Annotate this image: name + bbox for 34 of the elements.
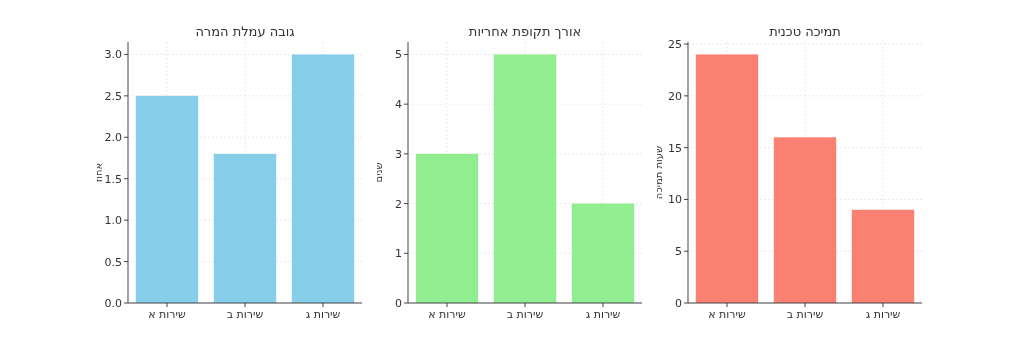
y-tick-label: 3 xyxy=(395,147,402,161)
y-tick-label: 0 xyxy=(395,297,402,310)
y-axis-title: שנים xyxy=(373,162,384,183)
y-tick-label: 10 xyxy=(668,193,682,207)
y-tick-label: 2.0 xyxy=(104,131,122,145)
x-tick-label: שירות ג xyxy=(865,308,901,321)
x-tick-label: שירות ב xyxy=(506,308,544,321)
y-tick-label: 0 xyxy=(675,297,682,310)
y-tick-label: 15 xyxy=(668,141,682,155)
y-tick-label: 5 xyxy=(395,48,402,62)
y-tick-label: 2.5 xyxy=(104,89,122,103)
x-tick-label: שירות א xyxy=(708,308,746,321)
chart-title: אורך תקופת אחריות xyxy=(468,24,582,39)
y-tick-label: 20 xyxy=(668,89,682,103)
x-tick-label: שירות ב xyxy=(786,308,824,321)
y-tick-label: 1 xyxy=(395,247,402,261)
x-tick-label: שירות ב xyxy=(226,308,264,321)
y-axis-title: שעות תמיכה xyxy=(653,145,664,200)
x-tick-label: שירות א xyxy=(428,308,466,321)
x-tick-label: שירות ג xyxy=(305,308,341,321)
y-tick-label: 3.0 xyxy=(104,48,122,62)
y-tick-label: 25 xyxy=(668,38,682,52)
y-tick-label: 1.0 xyxy=(104,214,122,228)
x-tick-label: שירות ג xyxy=(585,308,621,321)
y-tick-label: 5 xyxy=(675,245,682,259)
y-axis-title: אחוז xyxy=(93,162,104,183)
chart-title: גובה עמלת המרה xyxy=(195,24,295,39)
y-tick-label: 2 xyxy=(395,197,402,211)
y-tick-label: 0.5 xyxy=(104,255,122,269)
chart-title: תמיכה טכנית xyxy=(769,24,841,39)
y-tick-label: 4 xyxy=(395,98,402,112)
y-tick-label: 1.5 xyxy=(104,172,122,186)
x-tick-label: שירות א xyxy=(148,308,186,321)
y-tick-label: 0.0 xyxy=(104,297,122,310)
